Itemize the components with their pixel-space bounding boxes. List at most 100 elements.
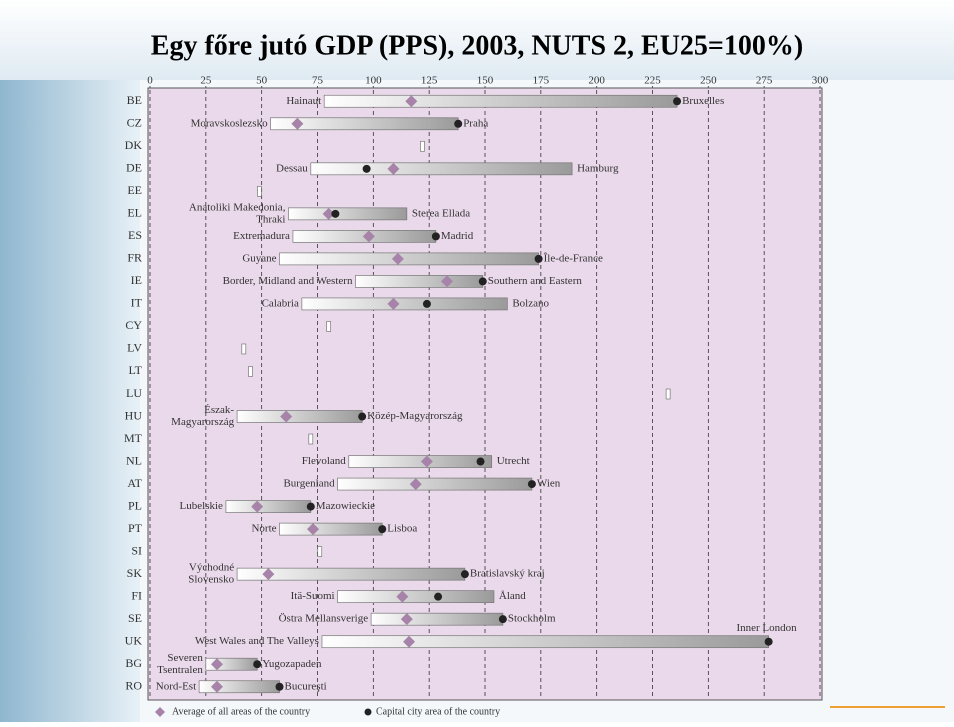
region-label: Praha bbox=[463, 117, 488, 129]
region-label: Anatoliki Makedonia, bbox=[189, 201, 286, 213]
region-label: Bolzano bbox=[512, 297, 549, 309]
region-label: Severen bbox=[167, 652, 203, 664]
side-band bbox=[0, 80, 140, 722]
capital-marker bbox=[479, 277, 487, 285]
capital-marker bbox=[378, 525, 386, 533]
country-label: LV bbox=[127, 341, 142, 355]
region-label: Közép-Magyarország bbox=[367, 410, 463, 422]
range-bar bbox=[302, 298, 507, 310]
country-label: EL bbox=[127, 206, 142, 220]
country-label: EE bbox=[127, 183, 142, 197]
region-label: Inner London bbox=[736, 622, 797, 634]
country-label: CZ bbox=[127, 116, 142, 130]
range-bar bbox=[338, 591, 494, 603]
region-label: Bucureşti bbox=[285, 680, 327, 692]
country-label: FI bbox=[131, 588, 142, 602]
region-label: Tsentralen bbox=[157, 664, 203, 676]
region-label: Burgenland bbox=[283, 478, 335, 490]
region-label: Dessau bbox=[276, 162, 308, 174]
range-bar bbox=[237, 411, 362, 423]
region-label: Madrid bbox=[441, 230, 474, 242]
capital-marker bbox=[363, 165, 371, 173]
capital-marker bbox=[307, 503, 315, 511]
country-label: ES bbox=[128, 228, 142, 242]
range-bar bbox=[349, 456, 492, 468]
country-label: MT bbox=[124, 431, 143, 445]
range-bar bbox=[280, 523, 383, 535]
country-label: IT bbox=[131, 296, 143, 310]
region-label: Wien bbox=[537, 478, 561, 490]
region-label: Mazowieckie bbox=[316, 500, 375, 512]
x-tick-label: 125 bbox=[421, 75, 438, 87]
x-tick-label: 150 bbox=[477, 75, 494, 87]
region-label: Yugozapaden bbox=[262, 658, 322, 670]
region-label: Nord-Est bbox=[156, 680, 196, 692]
country-label: FR bbox=[127, 251, 142, 265]
country-label: UK bbox=[125, 633, 143, 647]
country-label: DE bbox=[126, 161, 142, 175]
range-bar bbox=[257, 186, 261, 196]
country-label: BG bbox=[125, 656, 142, 670]
region-label: Utrecht bbox=[497, 455, 530, 467]
x-tick-label: 275 bbox=[756, 75, 773, 87]
capital-marker bbox=[535, 255, 543, 263]
country-label: BE bbox=[127, 93, 142, 107]
region-label: Southern and Eastern bbox=[488, 275, 583, 287]
region-label: Lubelskie bbox=[180, 500, 223, 512]
x-tick-label: 300 bbox=[812, 75, 829, 87]
region-label: Extremadura bbox=[233, 230, 290, 242]
country-label: DK bbox=[125, 138, 143, 152]
capital-marker bbox=[454, 120, 462, 128]
x-tick-label: 100 bbox=[365, 75, 382, 87]
capital-marker bbox=[765, 638, 773, 646]
legend-capital-swatch bbox=[365, 709, 372, 716]
slide: Egy főre jutó GDP (PPS), 2003, NUTS 2, E… bbox=[0, 0, 954, 722]
country-label: LT bbox=[128, 363, 142, 377]
range-bar bbox=[420, 141, 424, 151]
range-bar bbox=[322, 636, 769, 648]
range-bar bbox=[338, 478, 532, 490]
range-bar bbox=[280, 253, 539, 265]
capital-marker bbox=[423, 300, 431, 308]
capital-marker bbox=[673, 97, 681, 105]
region-label: Magyarország bbox=[171, 416, 234, 428]
capital-marker bbox=[528, 480, 536, 488]
range-bar bbox=[242, 344, 246, 354]
capital-marker bbox=[499, 615, 507, 623]
region-label: Východné bbox=[189, 562, 234, 574]
range-bar bbox=[324, 95, 677, 107]
region-label: Lisboa bbox=[387, 523, 417, 535]
region-label: Moravskoslezsko bbox=[191, 117, 268, 129]
range-bar bbox=[249, 366, 253, 376]
region-label: Guyane bbox=[242, 252, 276, 264]
range-bar bbox=[309, 434, 313, 444]
region-label: Itä-Suomi bbox=[291, 590, 335, 602]
region-label: Hainaut bbox=[286, 95, 321, 107]
capital-marker bbox=[253, 660, 261, 668]
x-tick-label: 175 bbox=[533, 75, 550, 87]
region-label: Észak- bbox=[204, 404, 234, 416]
capital-marker bbox=[276, 683, 284, 691]
x-tick-label: 25 bbox=[200, 75, 212, 87]
region-label: Slovensko bbox=[188, 574, 234, 586]
region-label: Flevoland bbox=[302, 455, 346, 467]
country-label: PT bbox=[128, 521, 143, 535]
capital-marker bbox=[477, 458, 485, 466]
capital-marker bbox=[432, 232, 440, 240]
country-label: CY bbox=[125, 318, 142, 332]
region-label: Thraki bbox=[256, 213, 285, 225]
region-label: Östra Mellansverige bbox=[279, 613, 369, 625]
x-tick-label: 50 bbox=[256, 75, 268, 87]
region-label: Bruxelles bbox=[682, 95, 724, 107]
country-label: LU bbox=[126, 386, 142, 400]
x-tick-label: 75 bbox=[312, 75, 324, 87]
country-label: NL bbox=[126, 453, 142, 467]
range-bar bbox=[288, 208, 406, 220]
region-label: Hamburg bbox=[577, 162, 619, 174]
range-bar bbox=[371, 613, 503, 625]
country-label: PL bbox=[128, 498, 142, 512]
region-label: Île-de-France bbox=[544, 252, 603, 264]
legend-label: Average of all areas of the country bbox=[172, 706, 310, 717]
capital-marker bbox=[358, 413, 366, 421]
